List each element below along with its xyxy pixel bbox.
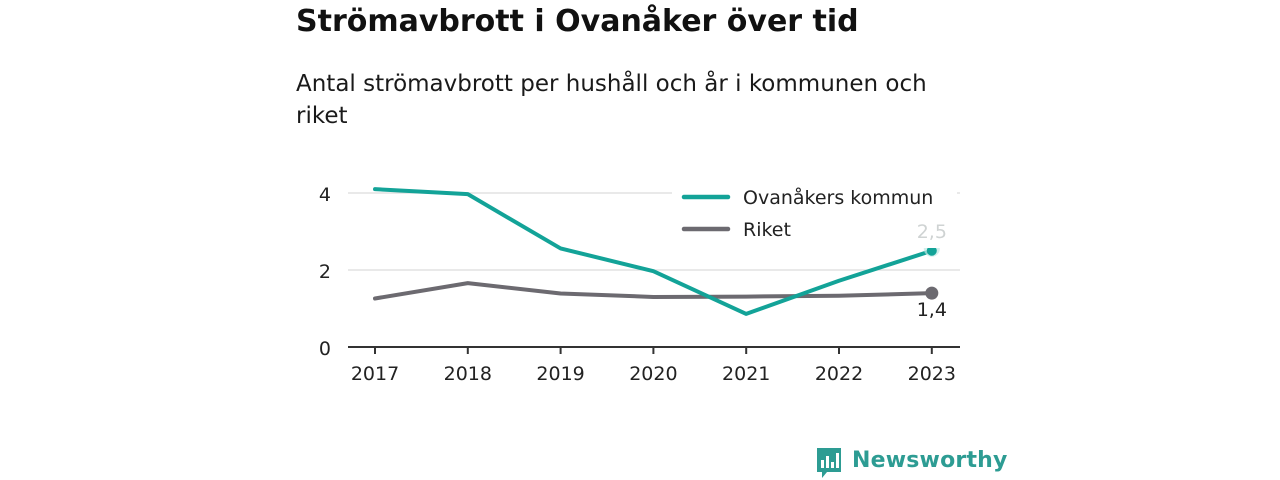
line-chart: 2017 2018 2019 2020 2021 2022 2023 0 2 4 Ovanåke… bbox=[318, 178, 960, 385]
x-tick-label: 2018 bbox=[444, 363, 492, 385]
x-tick-label: 2020 bbox=[629, 363, 677, 385]
end-labels: 2,5 1,4 bbox=[917, 221, 947, 321]
legend-label: Riket bbox=[743, 219, 791, 241]
x-tick-label: 2022 bbox=[815, 363, 863, 385]
series-line-riket bbox=[373, 281, 934, 301]
x-tick-label: 2023 bbox=[908, 363, 956, 385]
y-tick-label: 2 bbox=[319, 261, 331, 283]
chart-title: Strömavbrott i Ovanåker över tid bbox=[296, 4, 859, 39]
legend: Ovanåkers kommun Riket bbox=[672, 178, 957, 248]
end-label-ovanaker: 2,5 bbox=[917, 221, 947, 243]
legend-label: Ovanåkers kommun bbox=[743, 186, 933, 209]
newsworthy-logo-icon bbox=[817, 448, 841, 478]
y-tick-label: 4 bbox=[319, 184, 331, 206]
end-label-riket: 1,4 bbox=[917, 299, 947, 321]
series-line-ovanaker bbox=[373, 187, 934, 316]
x-axis: 2017 2018 2019 2020 2021 2022 2023 bbox=[348, 346, 960, 385]
legend-background bbox=[672, 178, 957, 248]
x-tick-label: 2017 bbox=[351, 363, 399, 385]
end-marker bbox=[925, 286, 939, 300]
brand-logo: Newsworthy bbox=[815, 446, 1008, 480]
y-tick-label: 0 bbox=[319, 338, 331, 360]
x-tick-label: 2019 bbox=[536, 363, 584, 385]
y-axis-labels: 0 2 4 bbox=[319, 184, 331, 360]
chart-subtitle: Antal strömavbrott per hushåll och år i … bbox=[296, 71, 927, 129]
x-tick-label: 2021 bbox=[722, 363, 770, 385]
end-marker bbox=[926, 245, 937, 256]
brand-name: Newsworthy bbox=[852, 448, 1008, 473]
